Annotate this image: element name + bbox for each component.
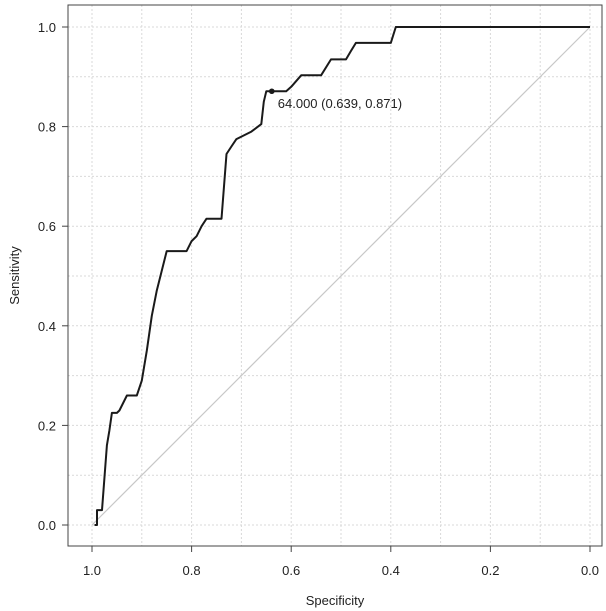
x-tick-label: 0.0	[581, 563, 599, 578]
grid-layer	[68, 5, 602, 546]
threshold-annotation-label: 64.000 (0.639, 0.871)	[278, 96, 402, 111]
y-tick-label: 0.4	[38, 319, 56, 334]
y-tick-label: 1.0	[38, 20, 56, 35]
x-tick-label: 0.2	[481, 563, 499, 578]
y-tick-label: 0.6	[38, 219, 56, 234]
x-tick-label: 0.6	[282, 563, 300, 578]
y-tick-label: 0.2	[38, 418, 56, 433]
threshold-point-marker	[268, 88, 275, 95]
y-tick-label: 0.0	[38, 518, 56, 533]
x-tick-label: 1.0	[83, 563, 101, 578]
x-axis-title: Specificity	[306, 593, 365, 608]
y-tick-label: 0.8	[38, 120, 56, 135]
x-tick-label: 0.4	[382, 563, 400, 578]
y-axis: 0.0 0.2 0.4 0.6 0.8 1.0	[38, 20, 68, 533]
plot-frame	[67, 4, 603, 547]
reference-diagonal-line	[91, 26, 591, 526]
x-axis: 1.0 0.8 0.6 0.4 0.2 0.0	[83, 546, 599, 578]
x-tick-label: 0.8	[183, 563, 201, 578]
y-axis-title: Sensitivity	[7, 246, 22, 305]
roc-curve-line	[94, 26, 590, 526]
